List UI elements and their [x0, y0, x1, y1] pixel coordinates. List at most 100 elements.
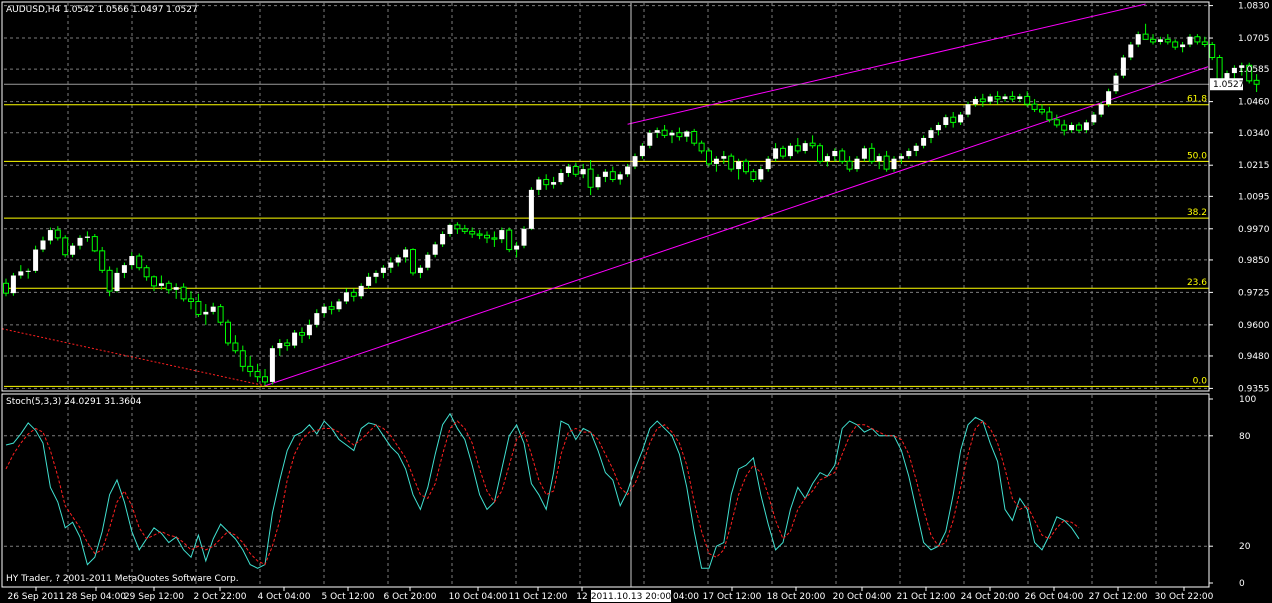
- candle-bull: [1157, 39, 1163, 42]
- candle-bull: [565, 166, 571, 173]
- candle-bull: [210, 306, 216, 312]
- candle-bear: [1009, 95, 1016, 100]
- candle-bull: [33, 249, 39, 271]
- price-pane-border: [1, 1, 1210, 392]
- time-tick-label: 4 Oct 04:00: [258, 592, 311, 602]
- candle-bull: [773, 148, 779, 159]
- fibo-level-label: 38.2: [1187, 208, 1207, 218]
- candle-bear: [225, 321, 231, 344]
- candle-bull: [366, 276, 372, 286]
- candle-bull: [713, 158, 719, 164]
- candle-bull: [943, 117, 949, 125]
- stochastic-pane-border: [1, 393, 1210, 588]
- candle-bear: [1209, 44, 1216, 59]
- cursor-time-box: [591, 590, 671, 602]
- candle-bear: [3, 282, 9, 294]
- candle-bull: [595, 176, 601, 188]
- time-tick-label: 6 Oct 20:00: [384, 592, 437, 602]
- candle-bull: [928, 130, 934, 138]
- stochastic-lines: [5, 412, 1080, 569]
- candle-bull: [314, 313, 320, 325]
- time-tick-label: 29 Sep 12:00: [124, 592, 184, 602]
- price-tick-label: 1.0215: [1238, 161, 1270, 171]
- candle-bear: [232, 342, 239, 352]
- candle-bull: [898, 156, 904, 159]
- candle-bear: [454, 224, 461, 230]
- time-tick-label: 17 Oct 12:00: [703, 592, 762, 602]
- candle-bear: [661, 129, 668, 136]
- candle-bull: [321, 306, 327, 314]
- candle-bull: [787, 145, 793, 157]
- candle-bull: [1002, 96, 1008, 100]
- candle-bull: [639, 145, 645, 157]
- candle-bull: [602, 171, 608, 177]
- candle-bear: [195, 300, 202, 315]
- candle-bear: [1046, 111, 1053, 121]
- candle-bull: [417, 267, 423, 273]
- stoch-tick-label: 0: [1239, 579, 1245, 589]
- candle-bear: [728, 155, 735, 170]
- pane-borders: [1, 1, 1210, 588]
- candle-bull: [580, 169, 586, 175]
- time-tick-label: 30 Oct 22:00: [1155, 592, 1214, 602]
- candle-bull: [625, 166, 631, 175]
- candle-bull: [395, 257, 401, 263]
- fibo-level-label: 61.8: [1187, 95, 1207, 105]
- candle-bull: [269, 348, 275, 382]
- candle-bear: [1216, 57, 1223, 82]
- candle-bear: [1024, 95, 1031, 105]
- candle-bull: [972, 99, 978, 105]
- candle-bear: [572, 166, 579, 175]
- candle-bull: [1231, 67, 1237, 74]
- candle-bear: [676, 132, 683, 138]
- time-tick-label: 18 Oct 20:00: [767, 592, 826, 602]
- candle-bear: [994, 95, 1001, 100]
- stoch-main-line: [5, 412, 1080, 569]
- fibonacci-retracement[interactable]: 61.8 50.0 38.2 23.6 0.0: [4, 95, 1209, 387]
- candle-bull: [891, 158, 897, 170]
- candle-bull: [736, 161, 742, 170]
- stochastic-pane[interactable]: 100 80 20 0 Stoch(5,3,3) 24.0291 31.3604 HY…: [4, 395, 1256, 589]
- candle-bull: [906, 150, 912, 157]
- candle-bull: [10, 275, 16, 294]
- price-tick-label: 0.9970: [1238, 225, 1270, 235]
- candle-bear: [809, 142, 816, 147]
- candle-bull: [802, 143, 808, 151]
- stoch-tick-label: 100: [1239, 395, 1256, 405]
- candle-bull: [514, 245, 520, 250]
- trend-line-dashed: [1, 328, 266, 387]
- candle-bear: [91, 236, 98, 252]
- stoch-tick-label: 80: [1239, 432, 1251, 442]
- candle-bear: [136, 255, 143, 269]
- candle-bear: [743, 160, 749, 173]
- candle-bull: [25, 270, 31, 272]
- candle-bear: [1194, 36, 1201, 43]
- candle-bear: [180, 286, 187, 300]
- price-chart-pane[interactable]: 61.850.038.223.60.0 1.08301.07051.05851.…: [1, 2, 1270, 395]
- candle-bear: [1164, 38, 1171, 43]
- candle-bull: [1135, 34, 1141, 45]
- price-tick-label: 1.0460: [1238, 98, 1270, 108]
- price-grid: [4, 3, 1209, 391]
- candle-bull: [18, 271, 24, 276]
- candle-bull: [373, 272, 379, 277]
- candle-bear: [299, 332, 305, 336]
- candle-bull: [1224, 73, 1230, 81]
- candle-bull: [987, 96, 993, 102]
- candle-bull: [1091, 114, 1097, 123]
- candle-bull: [114, 272, 120, 292]
- time-tick-label: 2 Oct 22:00: [194, 592, 247, 602]
- candle-bear: [350, 291, 357, 297]
- candle-bear: [165, 282, 172, 291]
- candle-bull: [528, 189, 534, 229]
- candle-bull: [913, 145, 919, 151]
- candle-bear: [410, 249, 416, 274]
- time-tick-label: 11 Oct 12:00: [509, 592, 568, 602]
- chart-header: AUDUSD,H4 1.0542 1.0566 1.0497 1.0527: [6, 5, 198, 15]
- candle-bear: [143, 267, 150, 278]
- candle-bull: [388, 262, 394, 268]
- candle-bear: [794, 145, 801, 152]
- price-tick-label: 1.0585: [1238, 65, 1270, 75]
- stoch-signal-line: [5, 420, 1080, 566]
